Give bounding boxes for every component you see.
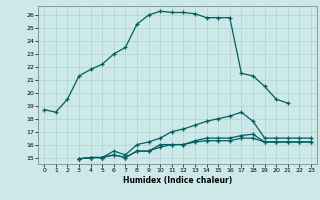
X-axis label: Humidex (Indice chaleur): Humidex (Indice chaleur) bbox=[123, 176, 232, 185]
